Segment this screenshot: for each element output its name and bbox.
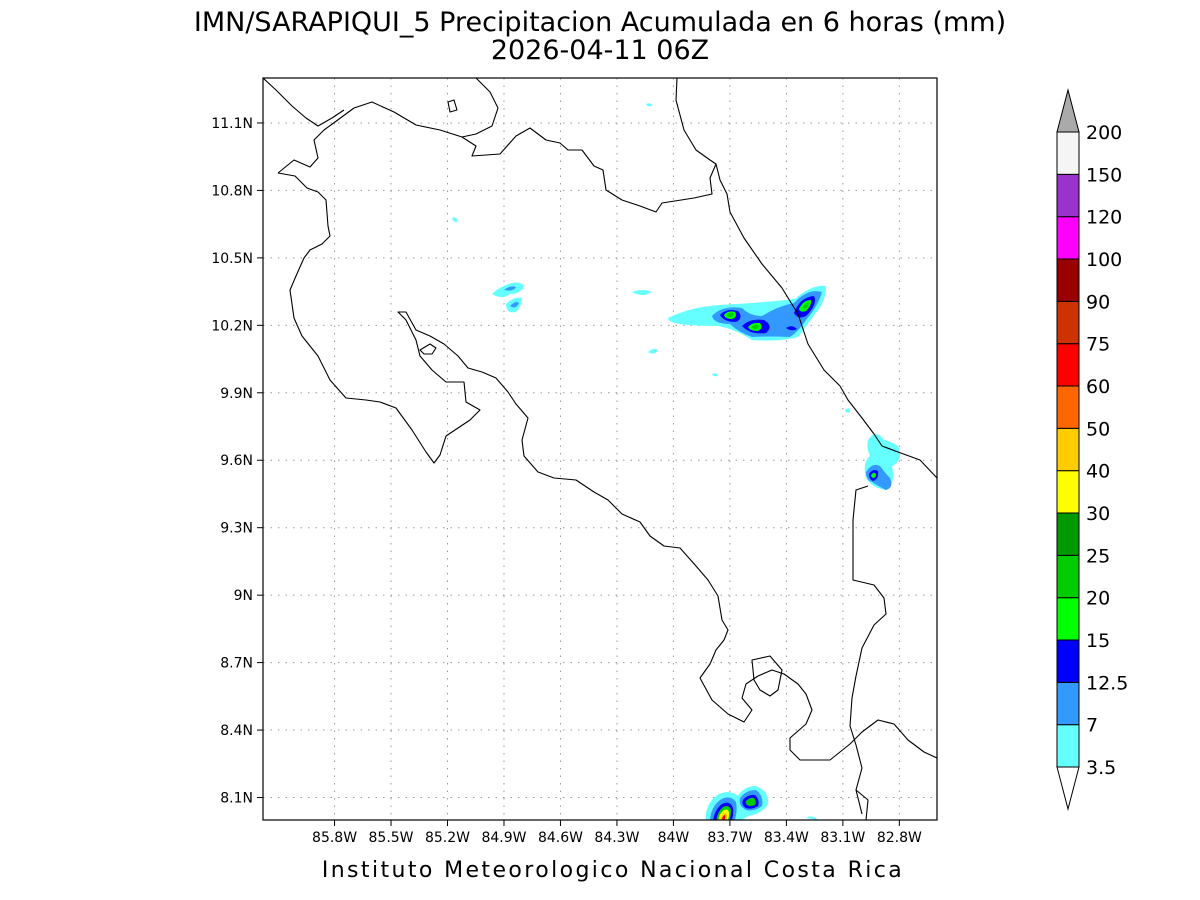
precip-band-7mm: [712, 291, 822, 337]
lake-shoreline: [263, 78, 345, 127]
colorbar-swatch: [1056, 597, 1080, 641]
colorbar-level-label: 30: [1086, 503, 1110, 525]
lon-tick-label: 83.4W: [764, 830, 809, 846]
colorbar-swatch: [1056, 300, 1080, 345]
lat-tick-label: 10.5N: [211, 251, 253, 267]
colorbar-level-label: 100: [1086, 249, 1122, 271]
costa-rica-coastline: [277, 101, 937, 815]
colorbar-level-label: 40: [1086, 461, 1110, 483]
lon-tick-label: 85.5W: [369, 830, 414, 846]
lat-tick-label: 9.6N: [220, 453, 253, 469]
lat-tick-label: 9N: [234, 588, 253, 604]
lat-tick-label: 8.7N: [220, 656, 253, 672]
precip-band-3.5mm: [452, 103, 850, 413]
footer-institution: Instituto Meteorologico Nacional Costa R…: [322, 858, 904, 883]
colorbar-level-label: 90: [1086, 291, 1110, 313]
lon-tick-label: 83.1W: [820, 830, 865, 846]
lat-tick-label: 9.3N: [220, 521, 253, 537]
longitude-axis: 85.8W 85.5W 85.2W 84.9W 84.6W 84.3W 84W 83.7W 83…: [312, 820, 922, 846]
map-panel: 85.8W 85.5W 85.2W 84.9W 84.6W 84.3W 84W 83.7W 83…: [211, 77, 938, 846]
north-island: [447, 99, 458, 113]
colorbar-swatch: [1056, 216, 1080, 260]
colorbar-swatch: [1056, 681, 1080, 726]
colorbar-level-label: 60: [1086, 376, 1110, 398]
map-gridlines: [263, 78, 937, 820]
colorbar-swatch: [1056, 512, 1080, 556]
lat-tick-label: 10.8N: [211, 183, 253, 199]
lon-tick-label: 85.8W: [312, 830, 357, 846]
precip-band-75mm: [722, 815, 726, 820]
colorbar-level-label: 3.5: [1086, 757, 1116, 779]
colorbar-level-label: 120: [1086, 207, 1122, 229]
lon-tick-label: 82.8W: [877, 830, 922, 846]
lon-tick-label: 84.3W: [594, 830, 639, 846]
colorbar-level-label: 25: [1086, 545, 1110, 567]
chart-title: IMN/SARAPIQUI_5 Precipitacion Acumulada …: [194, 7, 1006, 38]
lon-tick-label: 84.6W: [538, 830, 583, 846]
colorbar-max-arrow: [1056, 88, 1080, 133]
lat-tick-label: 11.1N: [211, 116, 253, 132]
latitude-axis: 8.1N 8.4N 8.7N 9N 9.3N 9.6N 9.9N 10.2N 10.5N 10.8…: [211, 116, 263, 807]
colorbar-level-label: 50: [1086, 418, 1110, 440]
colorbar-swatch: [1056, 343, 1080, 387]
colorbar-level-label: 7: [1086, 715, 1098, 737]
precip-band-3.5mm: [492, 282, 524, 313]
colorbar-level-label: 75: [1086, 334, 1110, 356]
colorbar-swatch: [1056, 470, 1080, 514]
gulf-island: [419, 343, 437, 355]
lon-tick-label: 83.7W: [707, 830, 752, 846]
colorbar-swatch: [1056, 173, 1080, 218]
colorbar-level-label: 20: [1086, 588, 1110, 610]
colorbar-level-label: 12.5: [1086, 672, 1128, 694]
chart-subtitle-date: 2026-04-11 06Z: [491, 35, 709, 66]
pacific-coastline: [277, 172, 937, 761]
lat-tick-label: 8.1N: [220, 791, 253, 807]
precip-band-20mm: [871, 472, 876, 478]
precip-band-12.5mm: [720, 296, 815, 334]
nicaragua-coastline: [675, 78, 717, 165]
lon-tick-label: 84W: [658, 830, 690, 846]
colorbar-swatch: [1056, 554, 1080, 599]
colorbar-min-arrow: [1056, 766, 1080, 811]
precip-band-7mm: [504, 286, 519, 308]
lat-tick-label: 9.9N: [220, 386, 253, 402]
panama-border: [855, 789, 869, 820]
colorbar-level-label: 15: [1086, 630, 1110, 652]
lon-tick-label: 85.2W: [425, 830, 470, 846]
colorbar-swatch: [1056, 258, 1080, 302]
lat-tick-label: 8.4N: [220, 723, 253, 739]
colorbar-swatch: [1056, 385, 1080, 429]
precipitation-colorbar: 3.5 7 12.5 15 20 25 30 40 50 60 75 90 100 120 150 200: [1056, 88, 1128, 811]
osa-peninsula-coast: [751, 655, 783, 697]
colorbar-swatch: [1056, 131, 1080, 175]
colorbar-level-label: 150: [1086, 164, 1122, 186]
precipitation-shading: [452, 103, 900, 820]
precip-band-12.5mm: [786, 326, 797, 331]
lake-shore-top: [461, 78, 499, 138]
map-frame: [262, 77, 938, 821]
colorbar-swatch: [1056, 724, 1080, 768]
colorbar-level-label: 200: [1086, 122, 1122, 144]
lon-tick-label: 84.9W: [481, 830, 526, 846]
coastline-and-borders: [263, 78, 937, 820]
colorbar-swatch: [1056, 639, 1080, 683]
colorbar-swatch: [1056, 427, 1080, 472]
lat-tick-label: 10.2N: [211, 318, 253, 334]
